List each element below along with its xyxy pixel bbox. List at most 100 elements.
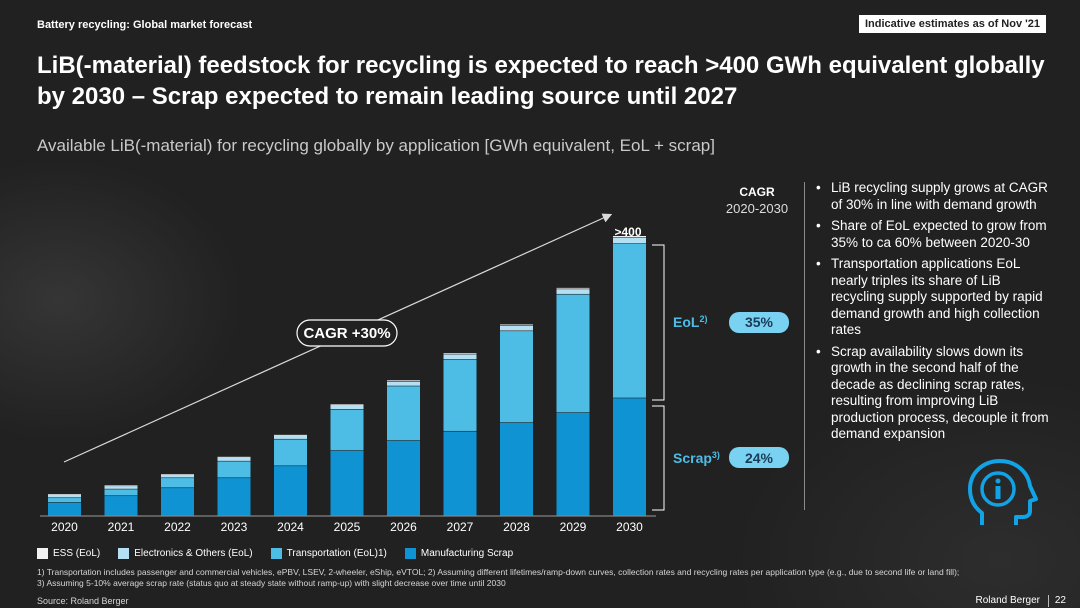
footnotes: 1) Transportation includes passenger and…: [37, 567, 1037, 589]
bar-segment-2028: [500, 422, 533, 516]
bar-segment-2025: [330, 409, 364, 451]
cagr-trend-label: CAGR +30%: [303, 325, 390, 342]
bar-segment-2022: [161, 488, 194, 516]
bar-segment-2022: [161, 478, 194, 488]
source-note: Source: Roland Berger: [37, 596, 129, 606]
bar-segment-2020: [48, 498, 81, 503]
section-kicker: Battery recycling: Global market forecas…: [37, 19, 253, 31]
legend-item-transportation: Transportation (EoL)1): [270, 548, 387, 559]
bullet-item: Scrap availability slows down its growth…: [813, 344, 1053, 443]
bar-segment-2027: [443, 359, 477, 431]
scrap-bracket: [652, 405, 665, 511]
bullet-item: LiB recycling supply grows at CAGR of 30…: [813, 180, 1053, 213]
bar-segment-2027: [443, 354, 477, 360]
bar-segment-2023: [217, 478, 251, 516]
bar-segment-2020: [48, 494, 81, 495]
eol-bracket: [652, 244, 665, 401]
legend-label: Electronics & Others (EoL): [134, 548, 253, 559]
bar-segment-2024: [274, 435, 307, 439]
legend-swatch: [270, 548, 282, 559]
vertical-divider: [804, 182, 805, 510]
total-2030-label: >400: [614, 225, 641, 239]
bar-segment-2024: [274, 434, 307, 436]
scrap-label: Scrap3): [673, 450, 720, 466]
footnote-line-1: 1) Transportation includes passenger and…: [37, 567, 960, 577]
bar-segment-2030: [613, 238, 646, 244]
x-tick-label: 2021: [108, 520, 135, 534]
bullet-item: Transportation applications EoL nearly t…: [813, 256, 1053, 339]
legend-label: Manufacturing Scrap: [420, 548, 514, 559]
bar-segment-2030: [613, 243, 646, 398]
bar-segment-2030: [613, 236, 646, 238]
x-tick-label: 2023: [221, 520, 248, 534]
cagr-header: CAGR 2020-2030: [718, 185, 796, 216]
bar-segment-2021: [104, 485, 138, 487]
bar-segment-2024: [274, 466, 307, 516]
bars-group: [48, 236, 646, 516]
x-tick-labels: 2020 2021 2022 2023 2024 2025 2026 2027 2028 2029…: [51, 520, 643, 534]
head-info-icon: [968, 459, 1038, 525]
x-tick-label: 2020: [51, 520, 78, 534]
legend-item-ess: ESS (EoL): [37, 548, 100, 559]
bar-segment-2027: [443, 353, 477, 354]
eol-cagr-pill: [729, 312, 789, 333]
bar-segment-2025: [330, 450, 364, 516]
bar-segment-2026: [387, 380, 420, 382]
cagr-header-title: CAGR: [739, 185, 775, 199]
x-tick-label: 2029: [560, 520, 587, 534]
bar-segment-2026: [387, 381, 420, 386]
bar-segment-2028: [500, 324, 533, 326]
bar-segment-2025: [330, 404, 364, 405]
stacked-bar-chart: 2020 2021 2022 2023 2024 2025 2026 2027 2028 2029…: [40, 213, 789, 534]
eol-label: EoL2): [673, 314, 707, 330]
page-title: LiB(-material) feedstock for recycling i…: [37, 52, 1045, 110]
eol-cagr-value: 35%: [745, 314, 774, 330]
bar-segment-2029: [556, 294, 590, 413]
estimate-badge: Indicative estimates as of Nov '21: [858, 15, 1046, 33]
legend-swatch: [118, 548, 130, 559]
bar-segment-2027: [443, 431, 477, 516]
x-tick-label: 2027: [447, 520, 474, 534]
bar-segment-2029: [556, 289, 590, 294]
bar-segment-2023: [217, 457, 251, 461]
cagr-trend-pill: [296, 319, 398, 347]
bar-segment-2023: [217, 456, 251, 458]
bar-segment-2021: [104, 496, 138, 516]
legend-label: ESS (EoL): [53, 548, 101, 559]
bar-segment-2028: [500, 331, 533, 423]
bar-segment-2028: [500, 325, 533, 331]
bar-segment-2021: [104, 489, 138, 496]
brand-name: Roland Berger: [975, 595, 1040, 606]
bar-segment-2021: [104, 486, 138, 489]
chart-legend: ESS (EoL) Electronics & Others (EoL) Tra…: [37, 548, 513, 559]
bullet-item: Share of EoL expected to grow from 35% t…: [813, 218, 1053, 251]
x-tick-label: 2025: [334, 520, 361, 534]
x-tick-label: 2028: [503, 520, 530, 534]
scrap-cagr-value: 24%: [745, 450, 774, 466]
legend-swatch: [37, 548, 48, 559]
bar-segment-2029: [556, 412, 590, 516]
insight-bullets: LiB recycling supply grows at CAGR of 30…: [813, 180, 1053, 448]
bar-segment-2024: [274, 439, 307, 466]
bar-segment-2029: [556, 287, 590, 289]
bar-segment-2022: [161, 474, 194, 478]
bar-segment-2022: [161, 474, 194, 475]
x-tick-label: 2024: [277, 520, 304, 534]
bar-segment-2026: [387, 440, 420, 516]
bar-segment-2026: [387, 386, 420, 441]
bar-segment-2020: [48, 494, 81, 498]
legend-label: Transportation (EoL)1): [286, 548, 387, 559]
bar-segment-2025: [330, 404, 364, 409]
cagr-header-period: 2020-2030: [725, 201, 789, 216]
footnote-line-2: 3) Assuming 5-10% average scrap rate (st…: [37, 578, 506, 588]
bar-segment-2023: [217, 461, 251, 478]
bar-segment-2030: [613, 398, 646, 516]
legend-swatch: [404, 548, 416, 559]
page-number: 22: [1054, 595, 1066, 606]
x-tick-label: 2030: [616, 520, 643, 534]
legend-item-electronics: Electronics & Others (EoL): [118, 548, 253, 559]
x-tick-label: 2022: [164, 520, 191, 534]
bar-segment-2020: [48, 502, 81, 516]
footer-separator: [1048, 595, 1049, 607]
chart-subtitle: Available LiB(-material) for recycling g…: [37, 136, 715, 155]
